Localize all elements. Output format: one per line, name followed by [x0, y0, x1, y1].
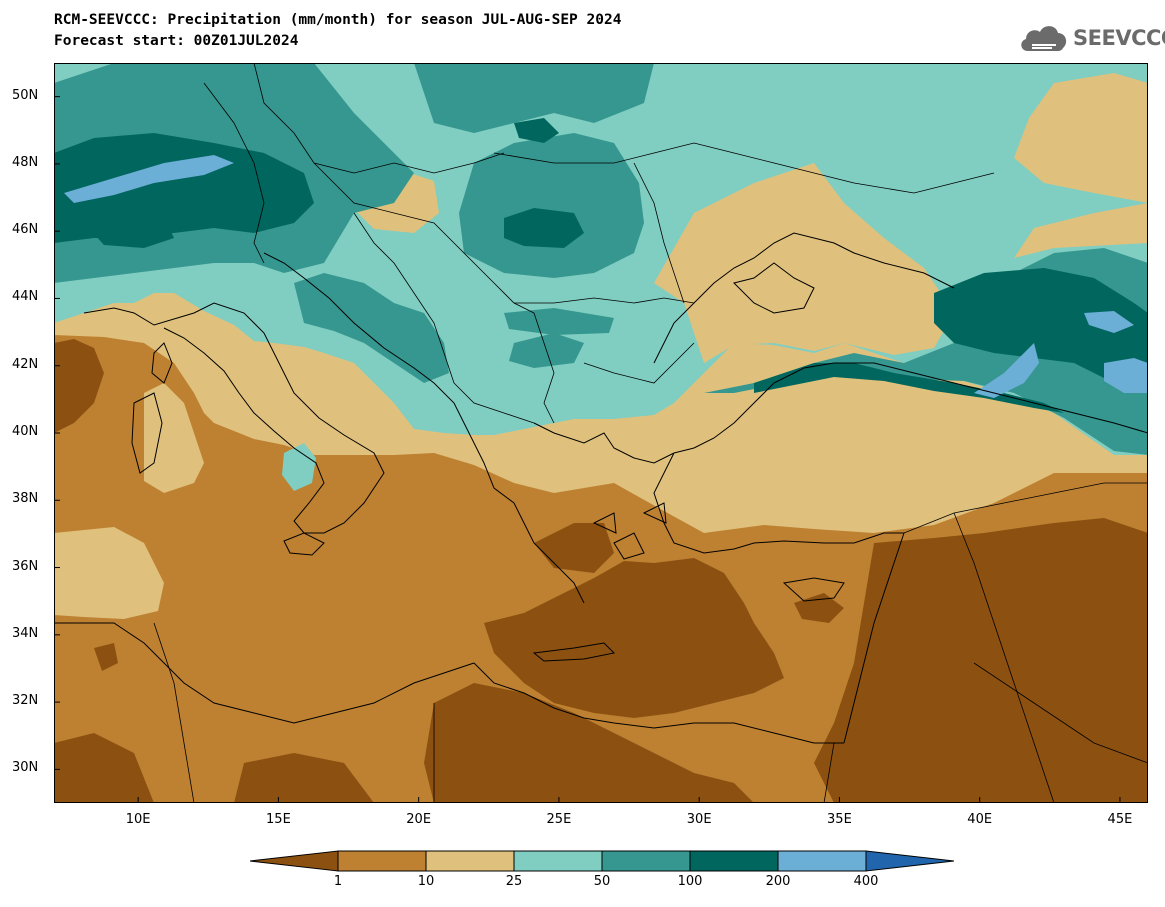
field-below-1-sahara [54, 733, 154, 803]
colorbar-segment [513, 850, 603, 872]
lon-tick-label: 15E [266, 812, 291, 827]
country-borders [153, 63, 1148, 803]
lat-tick-label: 38N [12, 491, 39, 507]
lon-tick-label: 10E [125, 812, 151, 827]
colorbar-level-label: 100 [677, 874, 703, 889]
precipitation-map [54, 63, 1148, 803]
field-100-200-north [514, 118, 559, 143]
field-10-25-tunisia [54, 527, 164, 619]
forecast-start-label: Forecast start: 00Z01JUL2024 [54, 33, 299, 49]
colorbar-segment [865, 850, 954, 872]
field-200-400-caucasus2 [1084, 311, 1134, 333]
map-title: RCM-SEEVCCC: Precipitation (mm/month) fo… [54, 12, 622, 28]
colorbar-segment [601, 850, 691, 872]
lon-tick-label: 20E [406, 812, 432, 827]
coastlines [54, 232, 1148, 744]
lat-tick-label: 44N [12, 289, 39, 305]
field-200-400-caucasus [974, 343, 1039, 398]
lat-tick-label: 48N [12, 154, 39, 170]
lat-tick-label: 50N [12, 87, 39, 103]
colorbar-segment [250, 850, 339, 872]
field-100-200-carpathian [504, 208, 584, 248]
field-10-25-ukraine-n [1014, 73, 1148, 203]
colorbar-segment [425, 850, 515, 872]
logo-text: SEEVCCC [1073, 26, 1165, 50]
lat-tick-label: 40N [12, 424, 39, 439]
colorbar-level-label: 400 [853, 874, 879, 889]
field-200-400-alps [64, 155, 234, 203]
map-canvas [54, 63, 1148, 803]
field-below-1-sahara2 [234, 753, 374, 803]
lat-tick-label: 46N [12, 222, 39, 238]
colorbar-level-label: 1 [333, 874, 343, 889]
cloud-icon [1021, 26, 1067, 51]
lat-tick-label: 30N [12, 760, 39, 776]
field-below-1-libya [424, 683, 754, 803]
lat-tick-label: 32N [12, 693, 39, 709]
lat-tick-label: 36N [12, 558, 39, 574]
colorbar-level-label: 50 [593, 874, 611, 889]
lat-tick-label: 42N [12, 356, 39, 372]
field-50-100-dinaric [294, 273, 449, 383]
lon-tick-label: 25E [546, 812, 572, 827]
lon-tick-label: 30E [686, 812, 712, 827]
lat-tick-label: 34N [12, 625, 39, 641]
colorbar-level-label: 200 [765, 874, 791, 889]
lon-tick-label: 35E [827, 812, 852, 827]
seevccc-logo: SEEVCCC [1018, 20, 1165, 56]
field-below-1-west [54, 339, 104, 433]
field-200-400-caucasus3 [1104, 358, 1148, 393]
lon-tick-label: 45E [1107, 812, 1133, 827]
field-100-200-alps2 [84, 213, 174, 248]
colorbar-level-label: 10 [417, 874, 435, 889]
field-100-200-caucasus [934, 268, 1148, 393]
field-below-1-east-med [484, 558, 784, 718]
colorbar-segment [689, 850, 779, 872]
colorbar [250, 850, 954, 872]
field-50-100-north [414, 63, 654, 133]
field-50-100-balkan2 [504, 308, 614, 335]
field-below-1-middle-east [814, 518, 1148, 803]
field-100-200-caucasus2 [754, 363, 1064, 413]
field-50-100-carpathian [459, 133, 644, 278]
field-25-50-sicily [282, 443, 316, 491]
colorbar-segment [777, 850, 867, 872]
field-below-1-aegean [534, 523, 614, 573]
field-below-1-tunisia [94, 643, 118, 671]
lon-tick-label: 40E [967, 812, 993, 827]
colorbar-segment [337, 850, 427, 872]
colorbar-level-label: 25 [505, 874, 523, 889]
field-10-25-black-sea [654, 163, 954, 363]
